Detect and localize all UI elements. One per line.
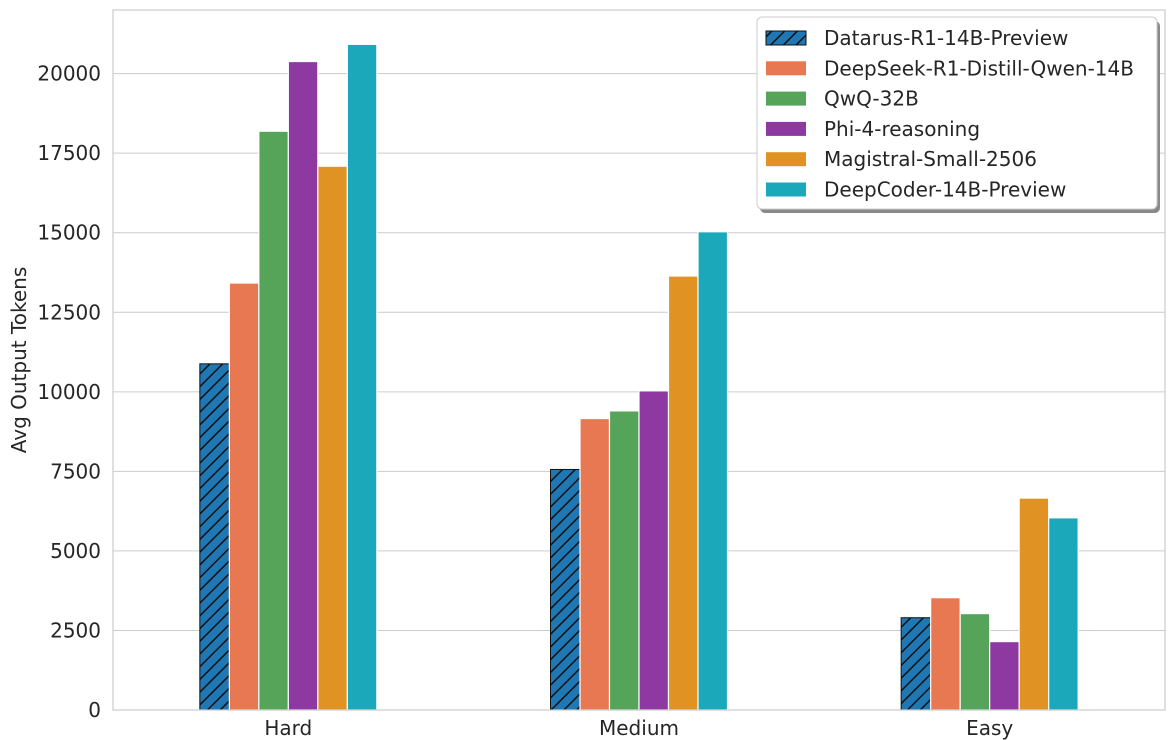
bar-phi-4-reasoning-medium (638, 390, 670, 711)
bar-qwq-32b-medium (608, 410, 640, 711)
legend-label: QwQ-32B (824, 87, 919, 111)
legend-swatch (766, 182, 806, 197)
legend-swatch (766, 152, 806, 167)
y-tick-label: 10000 (37, 380, 101, 404)
legend-swatch (765, 30, 807, 46)
y-tick-label: 15000 (37, 221, 101, 245)
y-tick-label: 20000 (37, 62, 101, 86)
bar-datarus-r1-14b-preview-easy (900, 617, 932, 711)
legend-label: Magistral-Small-2506 (824, 147, 1037, 171)
x-tick-label: Medium (599, 716, 679, 740)
bars (199, 43, 1079, 711)
y-tick-label: 5000 (50, 539, 101, 563)
legend-swatch (766, 121, 806, 136)
bar-datarus-r1-14b-preview-hard (199, 363, 230, 711)
bar-datarus-r1-14b-preview-medium (550, 468, 581, 711)
x-tick-label: Hard (264, 716, 312, 740)
legend-label: DeepSeek-R1-Distill-Qwen-14B (824, 56, 1134, 80)
bar-phi-4-reasoning-easy (989, 640, 1020, 711)
bar-magistral-small-2506-hard (317, 165, 348, 711)
legend-label: Datarus-R1-14B-Preview (824, 26, 1068, 50)
legend: Datarus-R1-14B-Preview DeepSeek-R1-Distil… (756, 16, 1160, 213)
bar-deepseek-r1-distill-qwen-14b-hard (228, 282, 260, 711)
bar-deepcoder-14b-preview-easy (1048, 517, 1079, 711)
legend-label: DeepCoder-14B-Preview (824, 178, 1066, 202)
y-tick-label: 17500 (37, 141, 101, 165)
plot-frame (112, 9, 1166, 711)
axes: 0 2500 5000 7500 10000 12500 15000 17500 20000 Av… (7, 9, 1166, 740)
bar-magistral-small-2506-medium (667, 275, 699, 711)
bar-phi-4-reasoning-hard (287, 60, 319, 711)
y-axis-title: Avg Output Tokens (7, 267, 31, 454)
bar-qwq-32b-hard (258, 130, 289, 711)
bar-qwq-32b-easy (959, 612, 991, 711)
bar-deepseek-r1-distill-qwen-14b-medium (579, 417, 611, 711)
y-tick-label: 7500 (50, 459, 101, 483)
y-tick-label: 0 (88, 698, 101, 722)
y-tick-label: 2500 (50, 618, 101, 642)
bar-deepseek-r1-distill-qwen-14b-easy (930, 597, 961, 711)
bar-magistral-small-2506-easy (1018, 497, 1050, 711)
legend-box (756, 16, 1158, 210)
bar-deepcoder-14b-preview-medium (697, 231, 729, 711)
legend-swatch (766, 61, 806, 76)
legend-label: Phi-4-reasoning (824, 117, 980, 141)
bar-deepcoder-14b-preview-hard (346, 43, 378, 711)
legend-swatch (766, 91, 806, 106)
y-tick-label: 12500 (37, 300, 101, 324)
x-tick-label: Easy (966, 716, 1013, 740)
